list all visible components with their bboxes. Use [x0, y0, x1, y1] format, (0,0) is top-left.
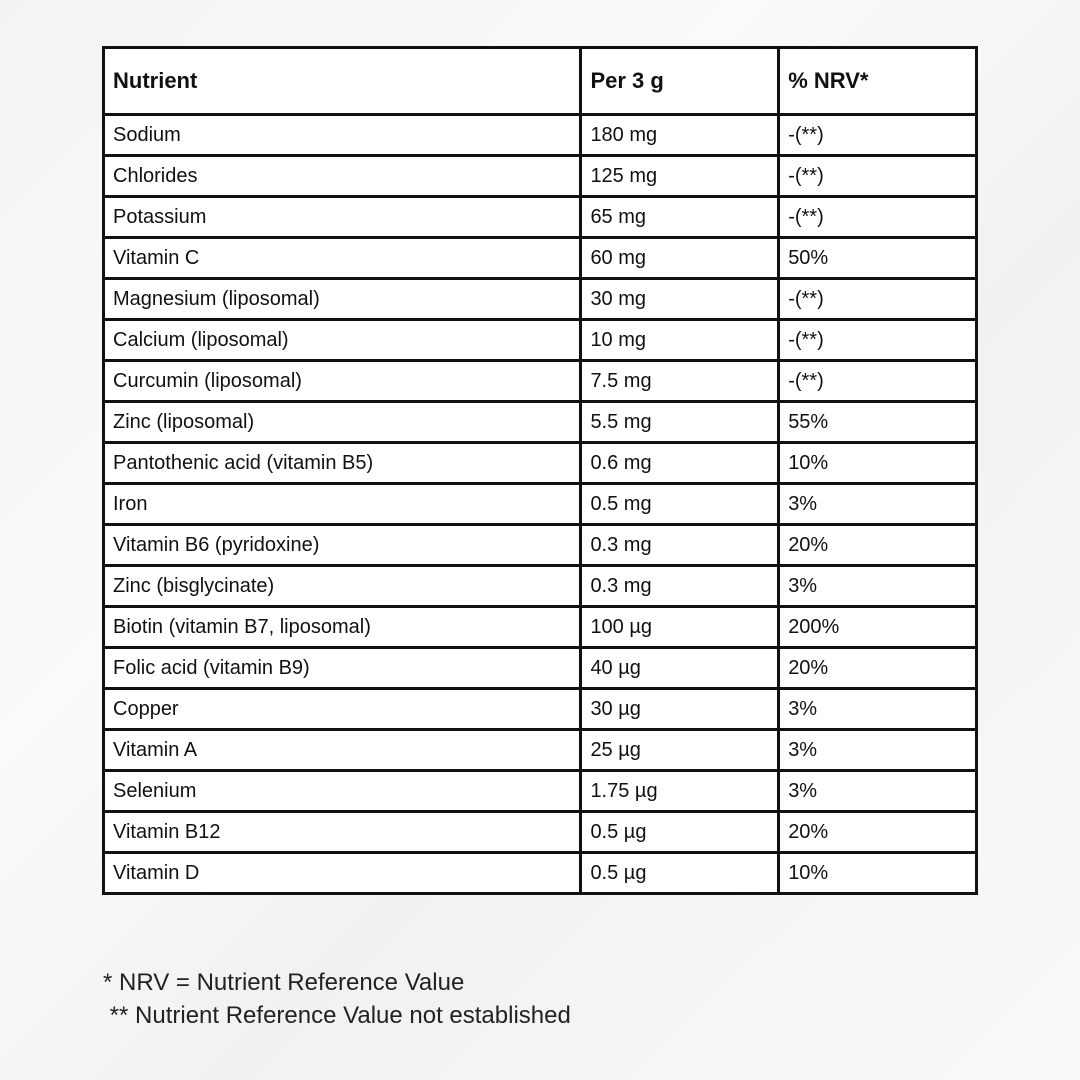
amount-cell: 100 µg [579, 605, 781, 649]
amount-cell: 1.75 µg [579, 769, 781, 813]
amount-cell: 30 µg [579, 687, 781, 731]
table-row: Magnesium (liposomal) 30 mg -(**) [101, 277, 978, 321]
nutrient-cell: Copper [101, 687, 583, 731]
table-row: Zinc (liposomal) 5.5 mg 55% [101, 400, 978, 444]
nrv-cell: 50% [777, 236, 978, 280]
nrv-cell: 20% [777, 646, 978, 690]
amount-cell: 0.5 µg [579, 851, 781, 895]
nutrient-cell: Magnesium (liposomal) [101, 277, 583, 321]
table-row: Selenium 1.75 µg 3% [101, 769, 978, 813]
table-row: Vitamin B6 (pyridoxine) 0.3 mg 20% [101, 523, 978, 567]
header-per-3g: Per 3 g [579, 46, 781, 116]
amount-cell: 65 mg [579, 195, 781, 239]
nrv-cell: 20% [777, 523, 978, 567]
nutrient-cell: Vitamin B6 (pyridoxine) [101, 523, 583, 567]
nutrient-cell: Potassium [101, 195, 583, 239]
nrv-cell: 200% [777, 605, 978, 649]
nutrient-cell: Zinc (liposomal) [101, 400, 583, 444]
nrv-cell: 3% [777, 769, 978, 813]
table-row: Pantothenic acid (vitamin B5) 0.6 mg 10% [101, 441, 978, 485]
nutrient-cell: Zinc (bisglycinate) [101, 564, 583, 608]
nutrition-table: Nutrient Per 3 g % NRV* Sodium 180 mg -(**… [101, 46, 978, 895]
header-nrv: % NRV* [777, 46, 978, 116]
nrv-cell: 3% [777, 564, 978, 608]
table-row: Sodium 180 mg -(**) [101, 113, 978, 157]
amount-cell: 125 mg [579, 154, 781, 198]
nutrient-cell: Sodium [101, 113, 583, 157]
nrv-cell: -(**) [777, 154, 978, 198]
nutrient-cell: Pantothenic acid (vitamin B5) [101, 441, 583, 485]
nrv-cell: 20% [777, 810, 978, 854]
nrv-cell: -(**) [777, 277, 978, 321]
table-row: Calcium (liposomal) 10 mg -(**) [101, 318, 978, 362]
amount-cell: 0.3 mg [579, 564, 781, 608]
nutrient-cell: Chlorides [101, 154, 583, 198]
table-row: Vitamin D 0.5 µg 10% [101, 851, 978, 895]
nrv-cell: -(**) [777, 195, 978, 239]
amount-cell: 7.5 mg [579, 359, 781, 403]
footnote-not-established: ** Nutrient Reference Value not establis… [103, 1002, 571, 1029]
nrv-cell: -(**) [777, 359, 978, 403]
amount-cell: 180 mg [579, 113, 781, 157]
nrv-cell: -(**) [777, 113, 978, 157]
amount-cell: 0.3 mg [579, 523, 781, 567]
nutrient-cell: Vitamin D [101, 851, 583, 895]
table-row: Vitamin B12 0.5 µg 20% [101, 810, 978, 854]
footnote-nrv: * NRV = Nutrient Reference Value [103, 969, 465, 996]
table-row: Copper 30 µg 3% [101, 687, 978, 731]
table-row: Vitamin C 60 mg 50% [101, 236, 978, 280]
amount-cell: 60 mg [579, 236, 781, 280]
table-row: Chlorides 125 mg -(**) [101, 154, 978, 198]
amount-cell: 0.6 mg [579, 441, 781, 485]
table-row: Potassium 65 mg -(**) [101, 195, 978, 239]
amount-cell: 10 mg [579, 318, 781, 362]
nutrient-cell: Biotin (vitamin B7, liposomal) [101, 605, 583, 649]
table-row: Biotin (vitamin B7, liposomal) 100 µg 200% [101, 605, 978, 649]
table-row: Zinc (bisglycinate) 0.3 mg 3% [101, 564, 978, 608]
nrv-cell: 3% [777, 687, 978, 731]
amount-cell: 25 µg [579, 728, 781, 772]
nrv-cell: 3% [777, 728, 978, 772]
nutrient-cell: Curcumin (liposomal) [101, 359, 583, 403]
amount-cell: 0.5 mg [579, 482, 781, 526]
amount-cell: 5.5 mg [579, 400, 781, 444]
table-row: Iron 0.5 mg 3% [101, 482, 978, 526]
table-row: Vitamin A 25 µg 3% [101, 728, 978, 772]
nrv-cell: -(**) [777, 318, 978, 362]
nrv-cell: 10% [777, 441, 978, 485]
amount-cell: 30 mg [579, 277, 781, 321]
nutrient-cell: Calcium (liposomal) [101, 318, 583, 362]
amount-cell: 0.5 µg [579, 810, 781, 854]
table-row: Folic acid (vitamin B9) 40 µg 20% [101, 646, 978, 690]
table-header-row: Nutrient Per 3 g % NRV* [101, 46, 978, 116]
nutrient-cell: Vitamin C [101, 236, 583, 280]
nutrient-cell: Iron [101, 482, 583, 526]
header-nutrient: Nutrient [101, 46, 583, 116]
nrv-cell: 55% [777, 400, 978, 444]
nrv-cell: 10% [777, 851, 978, 895]
nutrient-cell: Folic acid (vitamin B9) [101, 646, 583, 690]
nutrient-cell: Vitamin B12 [101, 810, 583, 854]
nutrient-cell: Selenium [101, 769, 583, 813]
table-row: Curcumin (liposomal) 7.5 mg -(**) [101, 359, 978, 403]
nutrient-cell: Vitamin A [101, 728, 583, 772]
amount-cell: 40 µg [579, 646, 781, 690]
nrv-cell: 3% [777, 482, 978, 526]
